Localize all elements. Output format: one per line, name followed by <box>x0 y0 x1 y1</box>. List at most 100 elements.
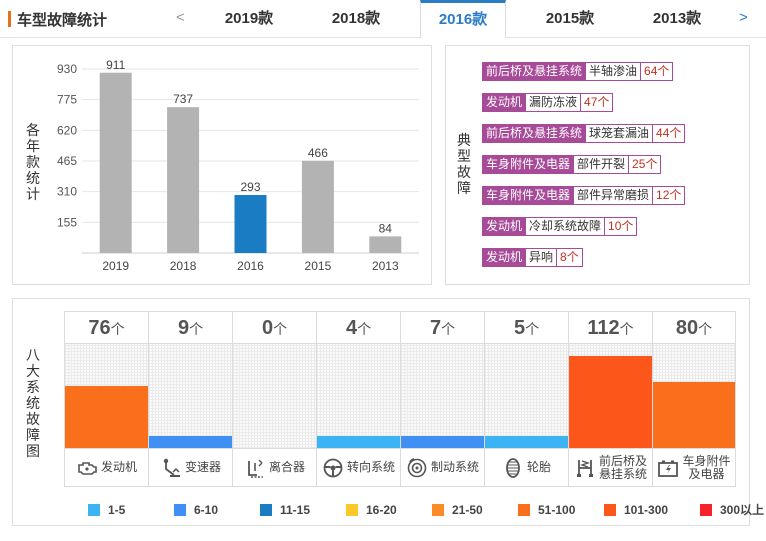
tab-2016[interactable]: 2016款 <box>420 0 506 39</box>
system-column[interactable]: 80个车身附件 及电器 <box>652 311 736 487</box>
bar-2015[interactable] <box>301 160 334 253</box>
fault-category: 前后桥及悬挂系统 <box>482 124 587 143</box>
faults-label: 典型故障 <box>457 132 471 196</box>
system-count-value: 0 <box>261 317 274 339</box>
bar-value-label: 737 <box>173 92 193 106</box>
x-tick-label: 2013 <box>372 259 399 273</box>
fault-item[interactable]: 车身附件及电器 部件异常磨损 12个 <box>482 186 686 205</box>
y-tick-label: 310 <box>57 185 77 199</box>
system-count-value: 5 <box>513 317 526 339</box>
system-column[interactable]: 76个 发动机 <box>64 311 148 487</box>
y-tick-label: 930 <box>57 62 77 76</box>
bar-chart: 155 310 465 620 775 930 911 2019 737 2018 293 2016 4… <box>57 58 419 273</box>
system-name-line: 车身附件 <box>682 453 731 468</box>
battery-icon <box>658 460 679 477</box>
x-tick-label: 2016 <box>237 259 264 273</box>
system-name: 变速器 <box>184 460 221 474</box>
system-bar-area <box>149 344 232 448</box>
bar-2013[interactable] <box>369 236 402 253</box>
system-bar-area <box>233 344 316 448</box>
fault-name: 异响 <box>526 248 558 267</box>
model-year-chart-panel: 各年款统计 155 310 465 620 775 930 911 2019 737 2018 29… <box>12 45 432 285</box>
fault-count: 8个 <box>557 248 583 267</box>
tab-2015[interactable]: 2015款 <box>545 10 595 27</box>
legend-label: 16-20 <box>366 502 397 517</box>
fault-category: 发动机 <box>482 248 527 267</box>
system-name: 离合器 <box>268 460 305 474</box>
chart-ylabel: 各年款统计 <box>26 122 40 202</box>
system-count-unit: 个 <box>189 321 204 337</box>
fault-item[interactable]: 前后桥及悬挂系统 球笼套漏油 44个 <box>482 124 686 143</box>
system-footer: 制动系统 <box>401 448 484 487</box>
tab-2019[interactable]: 2019款 <box>224 10 274 27</box>
system-bar-area <box>485 344 568 448</box>
fault-count: 10个 <box>605 217 638 236</box>
fault-count: 47个 <box>581 93 614 112</box>
system-count: 0个 <box>233 311 316 344</box>
steering-wheel-icon <box>323 458 343 477</box>
system-footer: 离合器 <box>233 448 316 487</box>
fault-name: 漏防冻液 <box>526 93 582 112</box>
legend-label: 101-300 <box>624 502 669 517</box>
tab-2018[interactable]: 2018款 <box>331 10 381 27</box>
system-bar[interactable] <box>65 385 148 448</box>
system-count: 4个 <box>317 311 400 344</box>
legend-item: 21-50 <box>432 501 518 518</box>
legend-label: 21-50 <box>452 502 483 517</box>
legend-swatch <box>88 503 100 516</box>
system-column[interactable]: 0个离合器 <box>232 311 316 487</box>
system-name-line: 悬挂系统 <box>598 466 647 481</box>
system-column[interactable]: 112个 前后桥及 悬挂系统 <box>568 311 652 487</box>
system-count-value: 9 <box>177 317 190 339</box>
engine-icon <box>78 461 97 475</box>
system-count-unit: 个 <box>110 321 125 337</box>
system-column[interactable]: 7个 制动系统 <box>400 311 484 487</box>
fault-item[interactable]: 发动机 异响 8个 <box>482 248 583 267</box>
system-column[interactable]: 9个变速器 <box>148 311 232 487</box>
legend-item: 51-100 <box>518 501 604 518</box>
fault-item[interactable]: 前后桥及悬挂系统 半轴渗油 64个 <box>482 62 674 81</box>
legend-swatch <box>174 503 186 516</box>
bar-2019[interactable] <box>99 72 132 253</box>
fault-count: 64个 <box>641 62 674 81</box>
system-bar[interactable] <box>401 436 484 448</box>
fault-item[interactable]: 发动机 漏防冻液 47个 <box>482 93 614 112</box>
legend-swatch <box>604 503 616 516</box>
fault-item[interactable]: 发动机 冷却系统故障 10个 <box>482 217 638 236</box>
system-bar[interactable] <box>149 436 232 448</box>
system-footer: 变速器 <box>149 448 232 487</box>
fault-name: 冷却系统故障 <box>526 217 606 236</box>
tire-icon <box>506 457 520 478</box>
fault-category: 车身附件及电器 <box>482 155 575 174</box>
prev-arrow-icon[interactable]: < <box>176 9 185 26</box>
system-bar[interactable] <box>569 356 652 448</box>
x-tick-label: 2018 <box>170 259 197 273</box>
system-bar[interactable] <box>317 436 400 448</box>
system-column[interactable]: 4个 转向系统 <box>316 311 400 487</box>
bar-value-label: 84 <box>379 221 393 235</box>
system-count: 9个 <box>149 311 232 344</box>
next-arrow-icon[interactable]: > <box>739 9 748 26</box>
bar-value-label: 293 <box>240 180 260 194</box>
system-count: 80个 <box>653 311 735 344</box>
bar-2016[interactable] <box>234 195 267 253</box>
system-bar[interactable] <box>485 436 568 448</box>
system-footer: 车身附件 及电器 <box>653 448 735 487</box>
system-column[interactable]: 5个 轮胎 <box>484 311 568 487</box>
legend-label: 51-100 <box>538 502 576 517</box>
system-name-line: 及电器 <box>688 466 725 481</box>
fault-item[interactable]: 车身附件及电器 部件开裂 25个 <box>482 155 662 174</box>
y-tick-label: 155 <box>57 215 77 229</box>
system-bar[interactable] <box>653 382 735 448</box>
legend-item: 1-5 <box>88 501 174 518</box>
system-name: 制动系统 <box>430 460 479 474</box>
fault-category: 车身附件及电器 <box>482 186 575 205</box>
legend-swatch <box>700 503 712 516</box>
title-accent <box>8 11 11 27</box>
system-count-value: 76 <box>88 317 111 339</box>
bar-2018[interactable] <box>167 107 200 253</box>
tab-2013[interactable]: 2013款 <box>652 10 702 27</box>
legend-label: 300以上 <box>720 503 765 517</box>
fault-count: 12个 <box>653 186 686 205</box>
legend-item: 101-300 <box>604 501 700 518</box>
